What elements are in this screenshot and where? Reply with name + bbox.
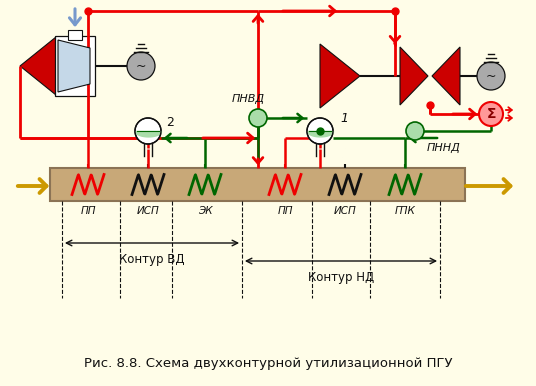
Circle shape — [479, 102, 503, 126]
Text: Контур НД: Контур НД — [308, 271, 374, 284]
Polygon shape — [400, 47, 428, 105]
Text: ПНВД: ПНВД — [232, 94, 265, 104]
Text: ~: ~ — [136, 59, 146, 73]
Text: Σ: Σ — [486, 107, 496, 121]
Text: Контур ВД: Контур ВД — [119, 253, 185, 266]
Text: ПП: ПП — [277, 206, 293, 216]
Text: ~: ~ — [486, 69, 496, 83]
Text: 2: 2 — [166, 117, 174, 129]
Polygon shape — [58, 40, 90, 92]
Circle shape — [127, 52, 155, 80]
Text: Рис. 8.8. Схема двухконтурной утилизационной ПГУ: Рис. 8.8. Схема двухконтурной утилизацио… — [84, 357, 452, 371]
Polygon shape — [20, 37, 56, 95]
Circle shape — [406, 122, 424, 140]
Text: ЭК: ЭК — [198, 206, 212, 216]
Text: 1: 1 — [340, 112, 348, 125]
Text: ПП: ПП — [80, 206, 96, 216]
Circle shape — [477, 62, 505, 90]
Text: ПННД: ПННД — [427, 143, 461, 153]
Text: ИСП: ИСП — [333, 206, 356, 216]
Text: ИСП: ИСП — [137, 206, 159, 216]
Bar — [68, 30, 82, 40]
Circle shape — [307, 118, 333, 144]
Polygon shape — [320, 44, 360, 108]
Text: ГПК: ГПК — [394, 206, 415, 216]
Bar — [55, 36, 95, 96]
Circle shape — [249, 109, 267, 127]
Polygon shape — [432, 47, 460, 105]
Circle shape — [135, 118, 161, 144]
Bar — [50, 168, 465, 201]
